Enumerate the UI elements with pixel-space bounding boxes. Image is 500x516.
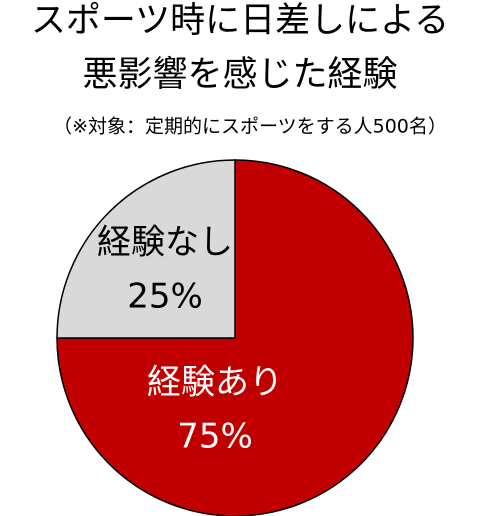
chart-title-line: スポーツ時に日差しによる bbox=[31, 1, 449, 41]
pie-slice bbox=[56, 159, 236, 339]
slice-category-label: 経験なし bbox=[97, 223, 233, 263]
chart-subtitle: （※対象：定期的にスポーツをする人500名） bbox=[53, 116, 447, 138]
slice-value-label: 25% bbox=[127, 277, 203, 317]
slice-value-label: 75% bbox=[177, 417, 253, 457]
pie-slice bbox=[56, 159, 414, 516]
chart-title-line: 悪影響を感じた経験 bbox=[82, 55, 397, 95]
slice-category-label: 経験あり bbox=[147, 363, 283, 403]
